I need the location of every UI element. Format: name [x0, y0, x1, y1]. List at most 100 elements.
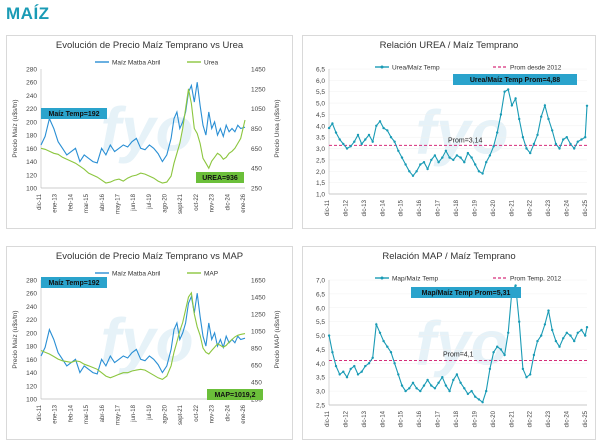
y2-tick-label: 1450 [251, 67, 266, 74]
y-tick-label: 3,0 [316, 146, 325, 153]
y-tick-label: 4,0 [316, 361, 325, 368]
data-point [386, 345, 389, 348]
chart-svg: fyo 2,5 3,0 3,5 4,0 4,5 5,0 5,5 6,0 6,5 7,0 dic-11 d… [316, 276, 589, 428]
data-point [481, 401, 484, 404]
x-tick-label: nov-23 [210, 404, 216, 423]
data-point [499, 348, 503, 351]
chart-panel-map-maiz-ratio: Relación MAP / Maíz Temprano fyo 2,5 3,0 3,… [302, 246, 596, 440]
data-point [474, 395, 477, 398]
y-tick-label: 5,5 [316, 319, 325, 326]
data-point [580, 328, 583, 332]
y2-tick-label: 650 [251, 146, 262, 153]
data-point [415, 387, 418, 390]
y-tick-label: 2,5 [316, 157, 325, 164]
legend-marker [380, 65, 384, 69]
x-tick-label: mar-15 [84, 193, 90, 213]
x-tick-label: ene-13 [53, 404, 59, 423]
series-line-0 [40, 82, 246, 164]
legend-label: Prom desde 2012 [510, 65, 562, 72]
y-tick-label: 5,0 [316, 333, 325, 340]
y2-axis-label: Precio Urea (u$s/tn) [274, 99, 281, 157]
x-tick-label: dic-24 [565, 410, 571, 427]
data-point [437, 381, 440, 384]
data-point [585, 104, 589, 108]
x-tick-label: dic-13 [362, 199, 368, 216]
data-point [360, 370, 363, 373]
legend-label: MAP [204, 271, 218, 278]
data-point [375, 124, 378, 128]
data-point [470, 389, 473, 393]
y2-tick-label: 1450 [251, 295, 266, 302]
watermark-logo: fyo [101, 96, 194, 165]
value-badge-label: MAP=1019,2 [214, 392, 255, 399]
data-point [338, 138, 341, 141]
y2-tick-label: 1250 [251, 86, 266, 93]
data-point [481, 172, 484, 175]
x-tick-label: feb-14 [68, 193, 74, 211]
y2-tick-label: 850 [251, 126, 262, 133]
y-tick-label: 3,5 [316, 135, 325, 142]
data-point [562, 138, 565, 141]
x-tick-label: jul-19 [147, 193, 153, 209]
data-point [466, 151, 470, 155]
data-point [488, 367, 492, 371]
y2-tick-label: 850 [251, 346, 262, 353]
value-badge [411, 287, 521, 298]
data-point [378, 331, 382, 334]
data-point [448, 389, 451, 393]
data-point [415, 170, 418, 173]
chart-panel-urea-maiz-ratio: Relación UREA / Maíz Temprano fyo 1,0 1,5 2… [302, 35, 596, 229]
data-point [389, 351, 393, 354]
data-point [364, 364, 367, 368]
data-point [419, 389, 422, 393]
data-point [510, 104, 514, 107]
data-point [536, 339, 539, 343]
data-point [342, 142, 345, 146]
value-badge [453, 74, 577, 85]
y2-tick-label: 1650 [251, 278, 266, 285]
data-point [576, 331, 579, 334]
data-point [382, 339, 385, 343]
data-point [565, 136, 568, 139]
data-point [437, 161, 440, 164]
x-tick-label: dic-18 [454, 199, 460, 216]
x-tick-label: oct-22 [194, 193, 200, 210]
x-tick-label: dic-22 [528, 199, 534, 216]
data-point [536, 133, 539, 137]
y-tick-label: 140 [26, 159, 37, 166]
series-line-0 [328, 88, 588, 177]
series-line-1 [40, 88, 246, 184]
value-badge-label: Maíz Temp=192 [48, 280, 99, 287]
x-tick-label: dic-17 [436, 199, 442, 216]
data-point [466, 392, 470, 396]
data-point [492, 351, 495, 354]
data-point [569, 142, 572, 146]
data-point [576, 140, 579, 143]
data-point [525, 376, 528, 379]
y-tick-label: 4,0 [316, 123, 325, 130]
data-point [584, 136, 587, 139]
data-point [411, 174, 415, 177]
chart-svg: fyo 1,0 1,5 2,0 2,5 3,0 3,5 4,0 4,5 5,0 5,5 6,0 6,5 d… [316, 65, 589, 217]
data-point [422, 384, 426, 387]
y-tick-label: 4,5 [316, 112, 325, 119]
data-point [551, 129, 554, 132]
data-point [444, 384, 448, 387]
x-tick-label: dic-22 [528, 410, 534, 427]
x-tick-label: dic-24 [565, 199, 571, 216]
x-tick-label: ene-26 [241, 193, 247, 212]
y-tick-label: 200 [26, 119, 37, 126]
x-tick-label: dic-12 [343, 410, 349, 427]
data-point [496, 131, 499, 134]
data-point [565, 331, 568, 334]
y-tick-label: 260 [26, 291, 37, 298]
data-point [573, 147, 576, 150]
value-badge-label: Maíz Temp=192 [48, 111, 99, 118]
data-point [573, 339, 576, 343]
x-tick-label: may-17 [115, 404, 121, 425]
y-tick-label: 160 [26, 357, 37, 364]
series-line-1 [40, 291, 246, 381]
x-tick-label: dic-24 [225, 193, 231, 210]
data-point [327, 334, 331, 337]
data-point [551, 328, 554, 332]
